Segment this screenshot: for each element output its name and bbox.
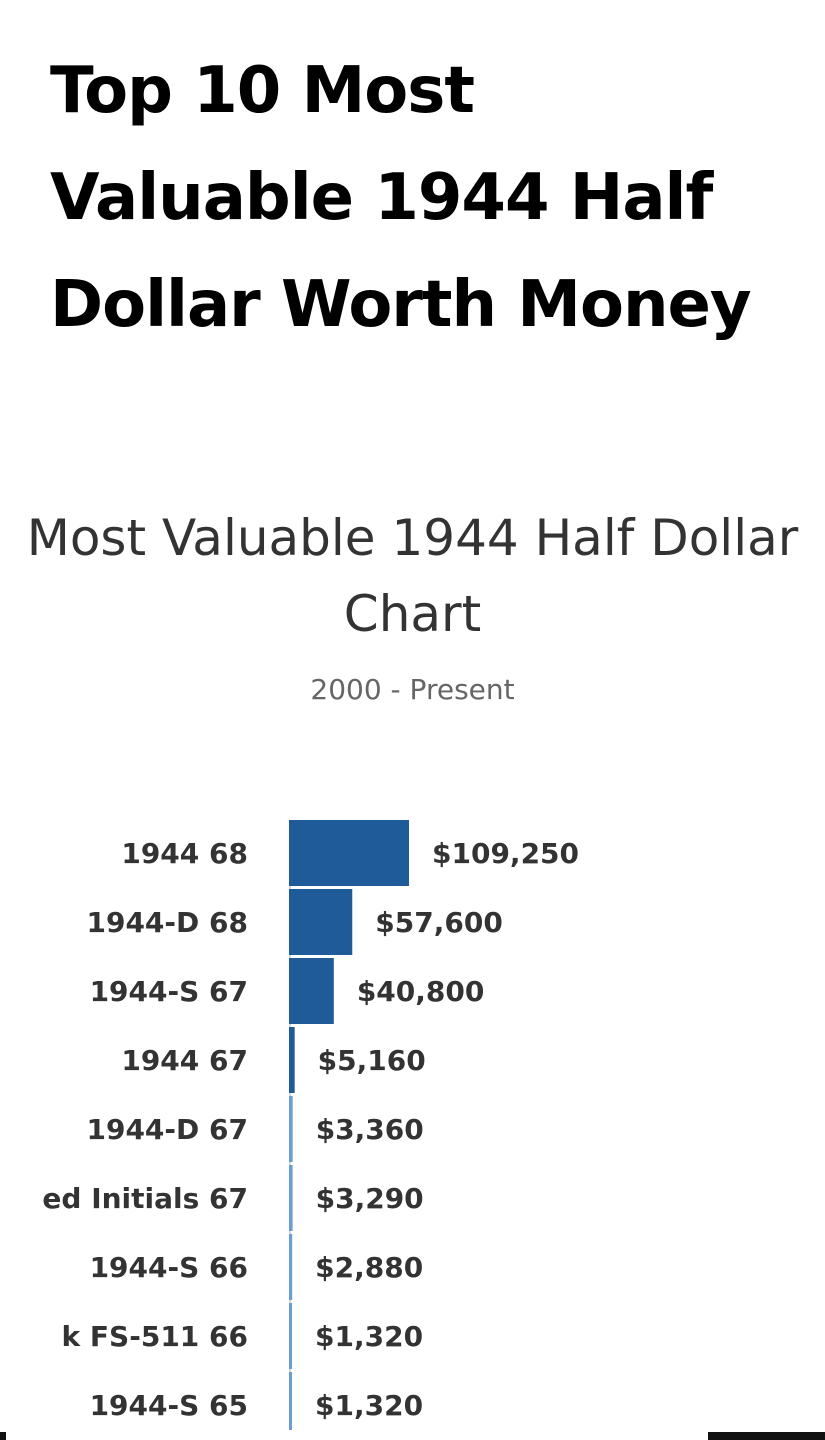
category-label-6: 1944-S 66 <box>90 1251 248 1284</box>
category-label-2: 1944-S 67 <box>90 975 248 1008</box>
data-label-4: $3,360 <box>316 1113 424 1146</box>
category-label-3: 1944 67 <box>121 1044 248 1077</box>
chart-title: Most Valuable 1944 Half Dollar Chart <box>0 500 825 652</box>
data-label-2: $40,800 <box>357 975 485 1008</box>
bar-6 <box>289 1234 293 1300</box>
data-label-0: $109,250 <box>432 837 579 870</box>
chart-title-text: Most Valuable 1944 Half Dollar Chart <box>26 509 799 643</box>
chart-subtitle: 2000 - Present <box>310 673 515 706</box>
data-label-7: $1,320 <box>315 1320 423 1353</box>
data-label-1: $57,600 <box>375 906 503 939</box>
category-label-4: 1944-D 67 <box>86 1113 248 1146</box>
scrollbar-left-edge <box>0 1432 6 1440</box>
category-label-8: 1944-S 65 <box>90 1389 248 1422</box>
data-label-6: $2,880 <box>315 1251 423 1284</box>
data-label-3: $5,160 <box>318 1044 426 1077</box>
category-label-1: 1944-D 68 <box>86 906 248 939</box>
data-label-8: $1,320 <box>315 1389 423 1422</box>
bottom-scrollbar <box>0 1430 825 1440</box>
category-label-0: 1944 68 <box>121 837 248 870</box>
bar-5 <box>289 1165 293 1231</box>
scrollbar-right-edge <box>708 1432 825 1440</box>
data-label-5: $3,290 <box>316 1182 424 1215</box>
bar-8 <box>289 1372 292 1430</box>
bar-7 <box>289 1303 292 1369</box>
bar-chart: 1944 68 $109,250 1944-D 68 $57,600 1944-S 67… <box>42 820 579 1430</box>
bar-3 <box>289 1027 295 1093</box>
bar-4 <box>289 1096 293 1162</box>
page-title: Top 10 Most Valuable 1944 Half Dollar Wo… <box>50 54 752 342</box>
category-label-7: k FS-511 66 <box>62 1320 248 1353</box>
bar-2 <box>289 958 334 1024</box>
category-label-5: ed Initials 67 <box>42 1182 248 1215</box>
bar-0 <box>289 820 409 886</box>
bar-1 <box>289 889 353 955</box>
